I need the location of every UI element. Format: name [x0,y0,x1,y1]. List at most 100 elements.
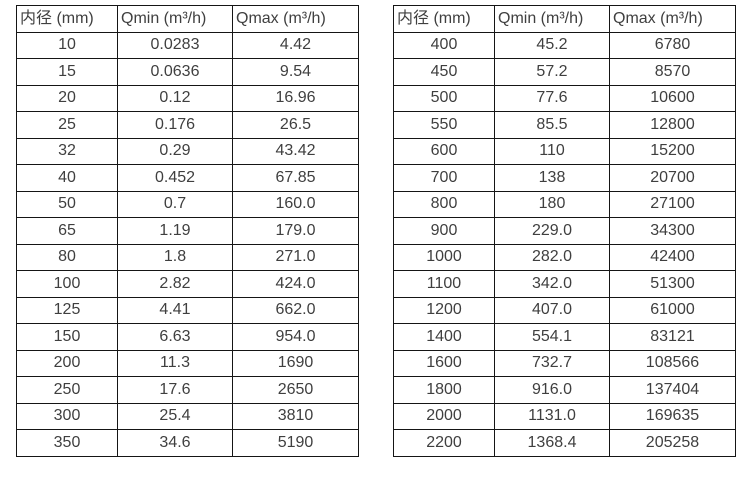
table-row: 20 0.12 16.96 [16,84,359,112]
table-cell: 1368.4 [494,429,610,457]
table-cell: 205258 [609,429,736,457]
flow-rate-tables-page: 内径 (mm) Qmin (m³/h) Qmax (m³/h) 10 0.0283… [16,5,736,457]
table-cell: 954.0 [232,323,359,351]
table-cell: 4.41 [117,296,233,324]
table-cell: 300 [16,402,118,430]
header-row: 内径 (mm) Qmin (m³/h) Qmax (m³/h) [393,5,736,33]
table-cell: 271.0 [232,243,359,271]
table-cell: 424.0 [232,270,359,298]
table-cell: 0.452 [117,164,233,192]
table-cell: 2200 [393,429,495,457]
table-cell: 1600 [393,349,495,377]
table-row: 200 11.3 1690 [16,349,359,377]
header-qmax: Qmax (m³/h) [232,5,359,33]
table-row: 1800 916.0 137404 [393,376,736,404]
table-row: 300 25.4 3810 [16,402,359,430]
table-cell: 42400 [609,243,736,271]
table-cell: 600 [393,137,495,165]
table-cell: 15 [16,58,118,86]
table-cell: 6780 [609,31,736,59]
flow-table-small-diameter: 内径 (mm) Qmin (m³/h) Qmax (m³/h) 10 0.0283… [16,5,359,457]
table-cell: 27100 [609,190,736,218]
table-cell: 1.8 [117,243,233,271]
table-cell: 1131.0 [494,402,610,430]
table-cell: 20 [16,84,118,112]
table-row: 40 0.452 67.85 [16,164,359,192]
table-cell: 61000 [609,296,736,324]
table-cell: 11.3 [117,349,233,377]
table-row: 700 138 20700 [393,164,736,192]
table-cell: 0.0283 [117,31,233,59]
table-cell: 40 [16,164,118,192]
table-row: 1400 554.1 83121 [393,323,736,351]
table-row: 550 85.5 12800 [393,111,736,139]
table-cell: 65 [16,217,118,245]
table-cell: 25.4 [117,402,233,430]
table-cell: 67.85 [232,164,359,192]
table-cell: 179.0 [232,217,359,245]
table-cell: 15200 [609,137,736,165]
table-cell: 6.63 [117,323,233,351]
header-qmin: Qmin (m³/h) [117,5,233,33]
table-row: 900 229.0 34300 [393,217,736,245]
table-cell: 32 [16,137,118,165]
table-cell: 108566 [609,349,736,377]
table-row: 50 0.7 160.0 [16,190,359,218]
table-cell: 20700 [609,164,736,192]
table-cell: 662.0 [232,296,359,324]
table-row: 450 57.2 8570 [393,58,736,86]
table-cell: 2650 [232,376,359,404]
table-cell: 45.2 [494,31,610,59]
header-qmin: Qmin (m³/h) [494,5,610,33]
table-cell: 160.0 [232,190,359,218]
table-row: 1100 342.0 51300 [393,270,736,298]
table-cell: 43.42 [232,137,359,165]
table-cell: 1800 [393,376,495,404]
table-cell: 900 [393,217,495,245]
table-header: 内径 (mm) Qmin (m³/h) Qmax (m³/h) [393,5,736,33]
table-cell: 51300 [609,270,736,298]
header-qmax: Qmax (m³/h) [609,5,736,33]
table-row: 25 0.176 26.5 [16,111,359,139]
table-cell: 3810 [232,402,359,430]
table-cell: 0.29 [117,137,233,165]
table-row: 1000 282.0 42400 [393,243,736,271]
table-cell: 83121 [609,323,736,351]
table-cell: 80 [16,243,118,271]
table-cell: 407.0 [494,296,610,324]
table-cell: 700 [393,164,495,192]
table-cell: 169635 [609,402,736,430]
table-row: 350 34.6 5190 [16,429,359,457]
table-cell: 342.0 [494,270,610,298]
table-cell: 25 [16,111,118,139]
table-cell: 250 [16,376,118,404]
table-cell: 500 [393,84,495,112]
table-cell: 1000 [393,243,495,271]
table-row: 15 0.0636 9.54 [16,58,359,86]
table-cell: 150 [16,323,118,351]
table-cell: 77.6 [494,84,610,112]
table-cell: 1100 [393,270,495,298]
table-row: 400 45.2 6780 [393,31,736,59]
table-row: 125 4.41 662.0 [16,296,359,324]
table-cell: 200 [16,349,118,377]
table-cell: 9.54 [232,58,359,86]
table-cell: 450 [393,58,495,86]
table-body: 400 45.2 6780 450 57.2 8570 500 77.6 10600 550 85.… [393,31,736,457]
table-cell: 400 [393,31,495,59]
header-row: 内径 (mm) Qmin (m³/h) Qmax (m³/h) [16,5,359,33]
table-cell: 4.42 [232,31,359,59]
table-cell: 229.0 [494,217,610,245]
table-cell: 2.82 [117,270,233,298]
table-cell: 8570 [609,58,736,86]
table-cell: 5190 [232,429,359,457]
table-cell: 916.0 [494,376,610,404]
table-cell: 180 [494,190,610,218]
table-cell: 0.0636 [117,58,233,86]
table-row: 800 180 27100 [393,190,736,218]
table-cell: 1.19 [117,217,233,245]
table-cell: 1400 [393,323,495,351]
flow-table-large-diameter: 内径 (mm) Qmin (m³/h) Qmax (m³/h) 400 45.2 6… [393,5,736,457]
table-row: 250 17.6 2650 [16,376,359,404]
table-cell: 85.5 [494,111,610,139]
